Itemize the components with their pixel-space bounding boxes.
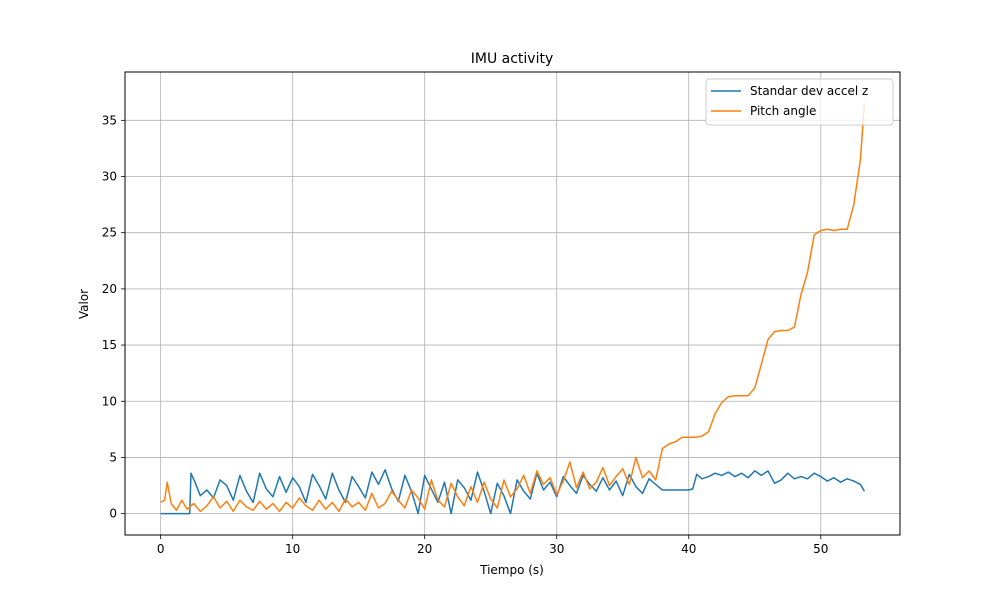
series-layer xyxy=(160,103,866,515)
x-tick-label: 20 xyxy=(417,542,432,556)
grid xyxy=(125,72,900,535)
y-tick-label: 15 xyxy=(102,338,117,352)
x-tick-label: 50 xyxy=(813,542,828,556)
x-tick-label: 40 xyxy=(681,542,696,556)
series-line-standar-dev-accel-z xyxy=(160,469,866,515)
y-tick-label: 35 xyxy=(102,113,117,127)
y-tick-label: 20 xyxy=(102,282,117,296)
y-tick-label: 5 xyxy=(109,450,117,464)
legend: Standar dev accel z Pitch angle xyxy=(705,78,894,126)
y-tick-label: 30 xyxy=(102,170,117,184)
y-tick-label: 10 xyxy=(102,394,117,408)
series-line-pitch-angle xyxy=(160,103,866,513)
x-tick-label: 10 xyxy=(285,542,300,556)
legend-label-pitch-angle: Pitch angle xyxy=(750,104,816,118)
y-tick-label: 0 xyxy=(109,507,117,521)
y-axis-label: Valor xyxy=(77,289,91,319)
ticks: 0 10 20 30 40 50 0 5 10 15 20 25 30 35 xyxy=(102,113,829,556)
legend-label-standar-dev-accel-z: Standar dev accel z xyxy=(750,84,868,98)
y-tick-label: 25 xyxy=(102,226,117,240)
x-axis-label: Tiempo (s) xyxy=(479,563,544,577)
legend-box xyxy=(705,78,894,126)
x-tick-label: 0 xyxy=(157,542,165,556)
x-tick-label: 30 xyxy=(549,542,564,556)
chart-title: IMU activity xyxy=(471,51,554,67)
axes-frame xyxy=(124,71,901,536)
